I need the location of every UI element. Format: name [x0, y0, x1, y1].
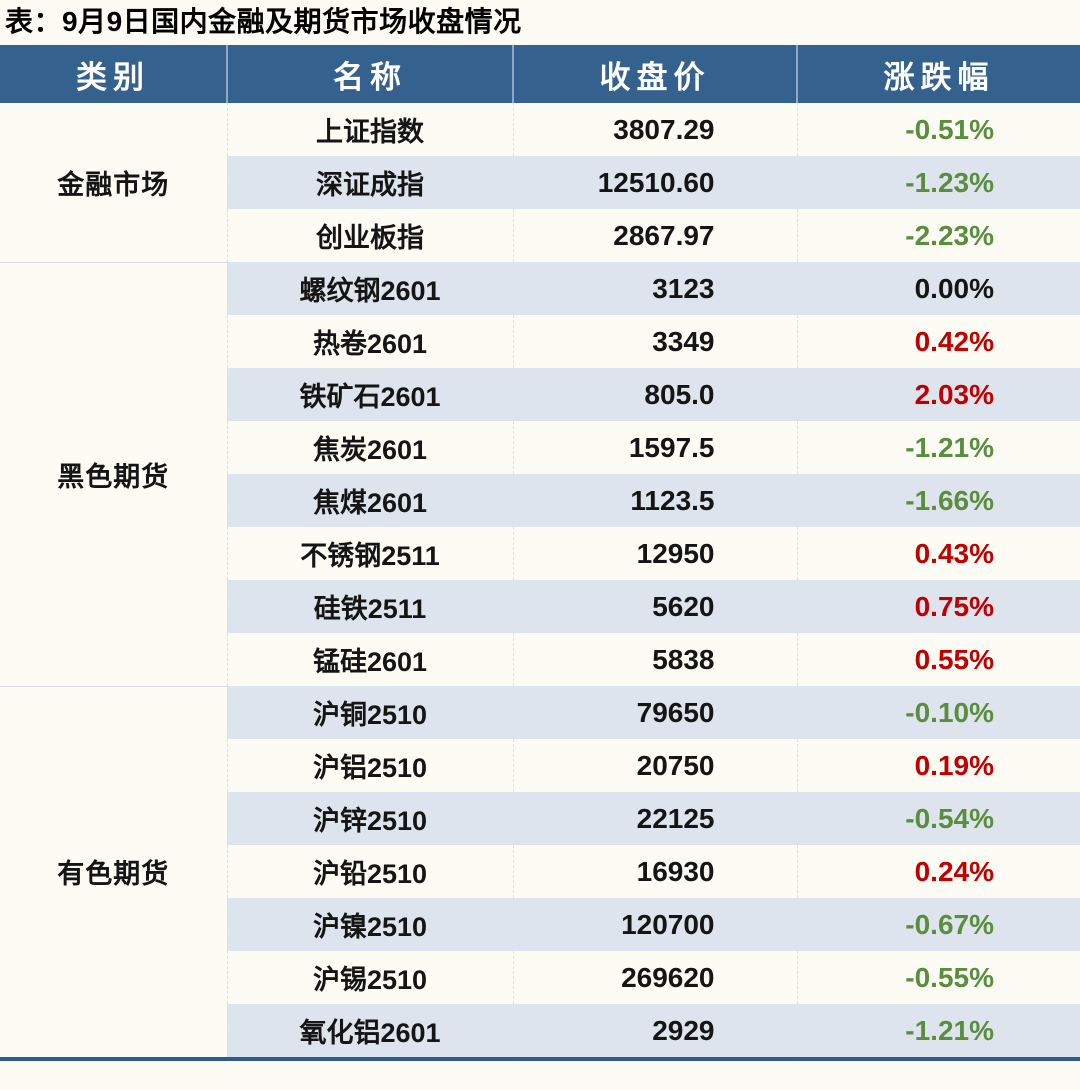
close-price: 5620	[512, 580, 797, 633]
instrument-name: 沪铜2510	[226, 686, 513, 739]
instrument-name: 锰硅2601	[226, 633, 513, 686]
table-header: 类别 名称 收盘价 涨跌幅	[0, 45, 1080, 103]
table-row: 氧化铝2601 2929 -1.21%	[0, 1004, 1080, 1059]
table-row: 沪镍2510 120700 -0.67%	[0, 898, 1080, 951]
instrument-name: 铁矿石2601	[226, 368, 513, 421]
category-cell: 黑色期货	[0, 261, 227, 686]
column-header-category: 类别	[0, 45, 227, 103]
close-price: 20750	[512, 739, 797, 792]
change-percent: -0.54%	[796, 792, 1080, 845]
instrument-name: 硅铁2511	[226, 580, 513, 633]
close-price: 16930	[512, 845, 797, 898]
close-price: 5838	[512, 633, 797, 686]
change-percent: 0.24%	[796, 845, 1080, 898]
page-title: 表：9月9日国内金融及期货市场收盘情况	[5, 6, 522, 37]
change-percent: -1.23%	[796, 156, 1080, 209]
change-percent: 0.00%	[796, 262, 1080, 315]
instrument-name: 沪镍2510	[226, 898, 513, 951]
table-row: 焦炭2601 1597.5 -1.21%	[0, 421, 1080, 474]
change-percent: -0.10%	[796, 686, 1080, 739]
instrument-name: 热卷2601	[226, 315, 513, 368]
close-price: 3807.29	[512, 103, 797, 156]
column-header-close: 收盘价	[512, 45, 797, 103]
instrument-name: 不锈钢2511	[226, 527, 513, 580]
change-percent: 0.55%	[796, 633, 1080, 686]
table-row: 有色期货 沪铜2510 79650 -0.10%	[0, 685, 1080, 1059]
table-row: 焦煤2601 1123.5 -1.66%	[0, 474, 1080, 527]
change-percent: -1.21%	[796, 421, 1080, 474]
instrument-name: 上证指数	[226, 103, 513, 156]
change-percent: -2.23%	[796, 209, 1080, 262]
change-percent: 0.42%	[796, 315, 1080, 368]
close-price: 120700	[512, 898, 797, 951]
change-percent: 0.43%	[796, 527, 1080, 580]
change-percent: -0.55%	[796, 951, 1080, 1004]
close-price: 269620	[512, 951, 797, 1004]
close-price: 2867.97	[512, 209, 797, 262]
table-body: 金融市场 上证指数 3807.29 -0.51% 深证成指 12510.60 -1.23% 创…	[0, 103, 1080, 1059]
table-row: 沪铅2510 16930 0.24%	[0, 845, 1080, 898]
close-price: 12510.60	[512, 156, 797, 209]
change-percent: 0.19%	[796, 739, 1080, 792]
column-header-name: 名称	[226, 45, 513, 103]
instrument-name: 沪铝2510	[226, 739, 513, 792]
instrument-name: 螺纹钢2601	[226, 262, 513, 315]
category-cell: 有色期货	[0, 685, 227, 1059]
change-percent: -1.21%	[796, 1004, 1080, 1059]
close-price: 1123.5	[512, 474, 797, 527]
table-row: 沪锌2510 22125 -0.54%	[0, 792, 1080, 845]
header-row: 类别 名称 收盘价 涨跌幅	[0, 45, 1080, 103]
instrument-name: 沪锡2510	[226, 951, 513, 1004]
table-row: 锰硅2601 5838 0.55%	[0, 633, 1080, 686]
table-row: 深证成指 12510.60 -1.23%	[0, 156, 1080, 209]
change-percent: -1.66%	[796, 474, 1080, 527]
close-price: 1597.5	[512, 421, 797, 474]
column-header-change: 涨跌幅	[796, 45, 1080, 103]
instrument-name: 沪铅2510	[226, 845, 513, 898]
table-row: 沪锡2510 269620 -0.55%	[0, 951, 1080, 1004]
change-percent: -0.51%	[796, 103, 1080, 156]
change-percent: 0.75%	[796, 580, 1080, 633]
change-percent: -0.67%	[796, 898, 1080, 951]
instrument-name: 沪锌2510	[226, 792, 513, 845]
table-row: 铁矿石2601 805.0 2.03%	[0, 368, 1080, 421]
instrument-name: 焦炭2601	[226, 421, 513, 474]
category-cell: 金融市场	[57, 169, 170, 200]
table-row: 硅铁2511 5620 0.75%	[0, 580, 1080, 633]
close-price: 79650	[512, 686, 797, 739]
market-table: 类别 名称 收盘价 涨跌幅 金融市场 上证指数 3807.29 -0.51% 深证成指 1…	[0, 45, 1080, 1061]
change-percent: 2.03%	[796, 368, 1080, 421]
close-price: 3349	[512, 315, 797, 368]
instrument-name: 创业板指	[226, 209, 513, 262]
close-price: 12950	[512, 527, 797, 580]
instrument-name: 焦煤2601	[226, 474, 513, 527]
close-price: 2929	[512, 1004, 797, 1059]
close-price: 805.0	[512, 368, 797, 421]
instrument-name: 深证成指	[226, 156, 513, 209]
close-price: 3123	[512, 262, 797, 315]
table-row: 不锈钢2511 12950 0.43%	[0, 527, 1080, 580]
table-row: 热卷2601 3349 0.42%	[0, 315, 1080, 368]
table-row: 黑色期货 螺纹钢2601 3123 0.00%	[0, 261, 1080, 686]
close-price: 22125	[512, 792, 797, 845]
table-row: 创业板指 2867.97 -2.23%	[0, 209, 1080, 262]
table-row: 金融市场 上证指数 3807.29 -0.51%	[0, 103, 1080, 200]
table-row: 沪铝2510 20750 0.19%	[0, 739, 1080, 792]
instrument-name: 氧化铝2601	[226, 1004, 513, 1059]
